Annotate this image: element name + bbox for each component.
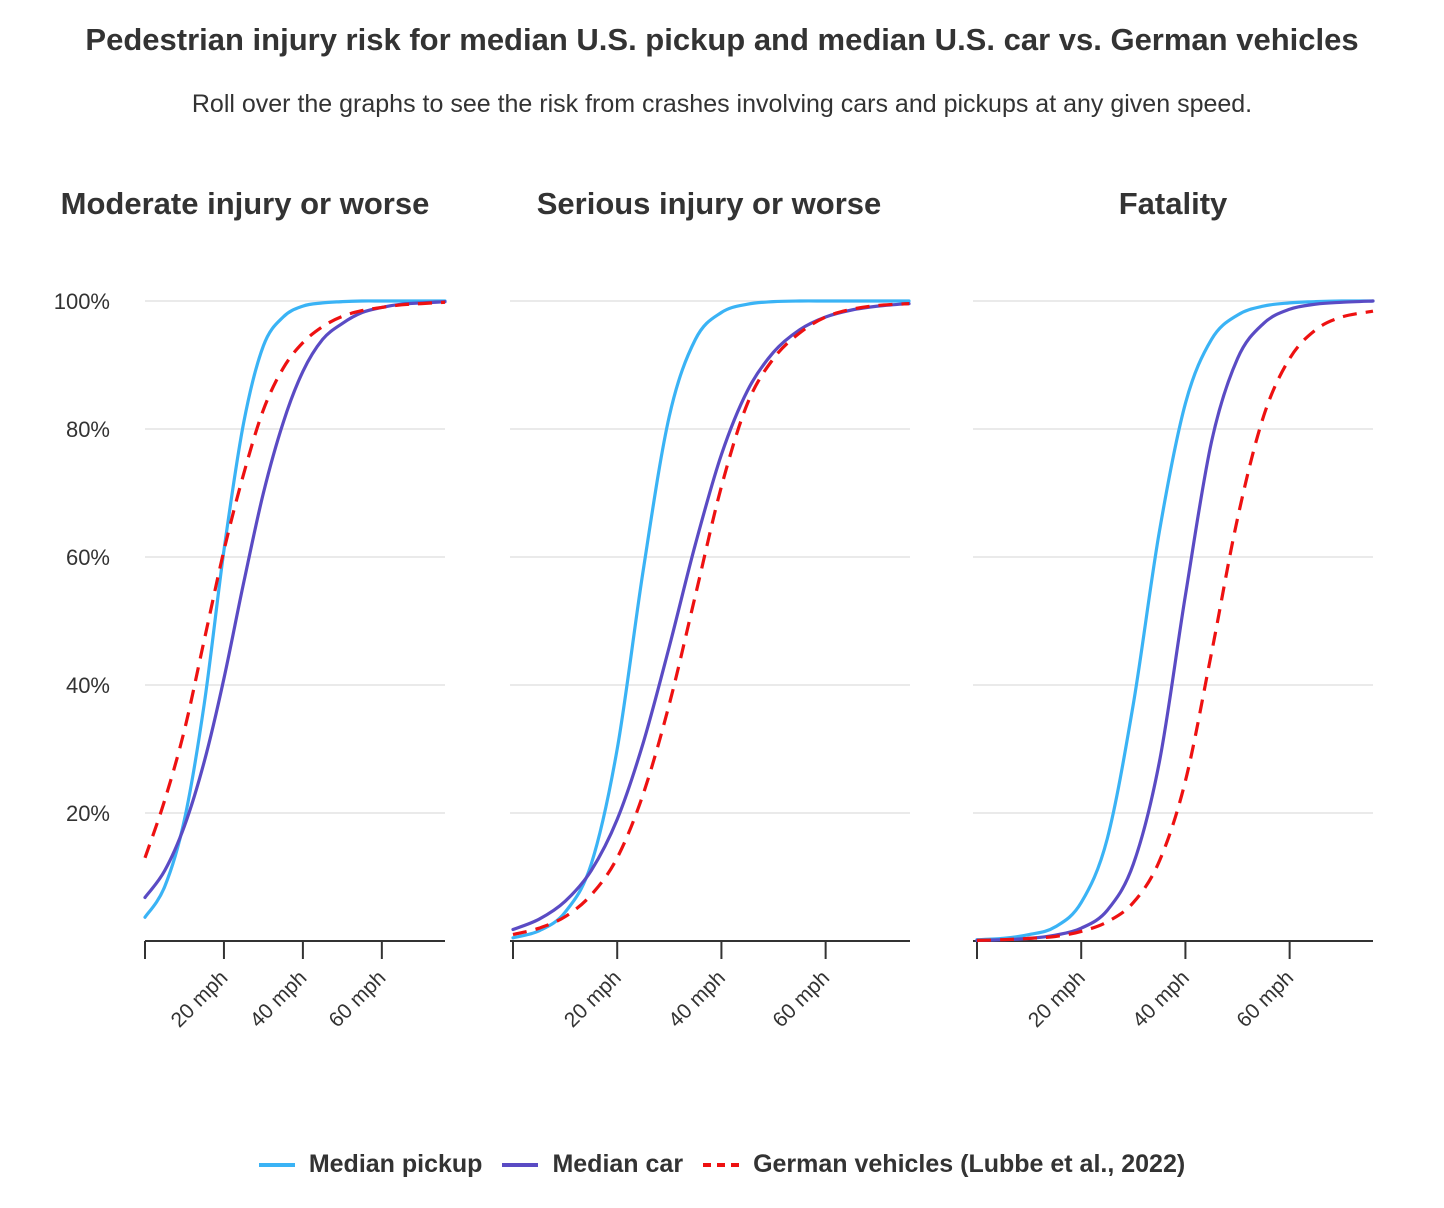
x-tick-label: 20 mph (560, 966, 626, 1032)
x-tick-label: 40 mph (664, 966, 730, 1032)
panel-3[interactable]: Fatality 20 mph 40 mph 60 mph (973, 186, 1375, 1032)
legend-item-car[interactable]: Median car (502, 1150, 683, 1179)
y-tick-label: 100% (54, 289, 110, 314)
x-tick-label: 60 mph (1232, 966, 1298, 1032)
series-line-pickup[interactable] (975, 299, 1375, 942)
legend-swatch-car (502, 1162, 539, 1167)
x-tick-label: 20 mph (167, 966, 233, 1032)
x-tick-label: 20 mph (1024, 966, 1090, 1032)
y-tick-label: 60% (66, 545, 110, 570)
legend-swatch-german (703, 1162, 740, 1167)
panel-2[interactable]: Serious injury or worse 20 mph 40 mph 60 mp… (510, 186, 911, 1032)
series-line-german[interactable] (976, 309, 1374, 942)
series-line-car[interactable] (975, 299, 1375, 942)
x-tick-label: 40 mph (246, 966, 312, 1032)
series-line-car[interactable] (143, 300, 447, 900)
chart-title: Pedestrian injury risk for median U.S. p… (85, 22, 1359, 57)
legend-label-german: German vehicles (Lubbe et al., 2022) (753, 1150, 1186, 1178)
chart-subtitle: Roll over the graphs to see the risk fro… (191, 90, 1253, 118)
legend-item-german[interactable]: German vehicles (Lubbe et al., 2022) (703, 1150, 1185, 1179)
legend-label-car: Median car (552, 1150, 684, 1178)
series-line-german[interactable] (143, 300, 446, 859)
y-tick-label: 80% (66, 417, 110, 442)
panel-1[interactable]: Moderate injury or worse 20% 40% 60% 80% 100%… (54, 186, 447, 1032)
series-line-pickup[interactable] (511, 299, 911, 940)
legend-item-pickup[interactable]: Median pickup (258, 1150, 483, 1179)
panel-title: Serious injury or worse (537, 186, 882, 221)
legend: Median pickup Median car German vehicles… (0, 1150, 1444, 1179)
panel-title: Moderate injury or worse (61, 186, 430, 221)
series-line-car[interactable] (511, 302, 911, 932)
y-tick-label: 20% (66, 801, 110, 826)
y-tick-label: 40% (66, 673, 110, 698)
legend-swatch-pickup (258, 1162, 295, 1167)
panel-title: Fatality (1119, 186, 1228, 221)
series-line-german[interactable] (512, 302, 910, 937)
series-line-pickup[interactable] (143, 299, 447, 919)
legend-label-pickup: Median pickup (308, 1150, 483, 1178)
x-tick-label: 40 mph (1128, 966, 1194, 1032)
x-tick-label: 60 mph (325, 966, 391, 1032)
x-tick-label: 60 mph (768, 966, 834, 1032)
